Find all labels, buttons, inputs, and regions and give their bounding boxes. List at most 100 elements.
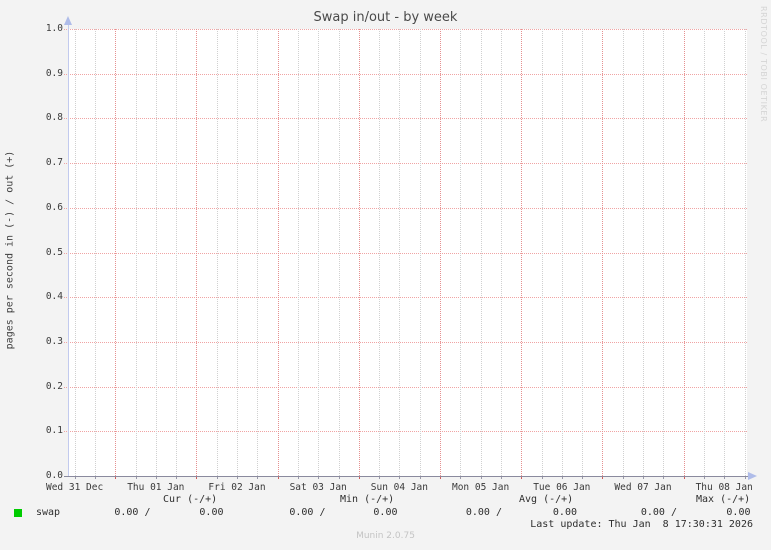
x-gridline-day	[683, 29, 685, 476]
x-gridline-minor	[703, 29, 705, 476]
y-tick-label: 0.3	[45, 335, 63, 347]
y-axis-arrow-icon	[64, 16, 72, 25]
y-gridline	[64, 386, 747, 388]
x-gridline-minor	[541, 29, 543, 476]
y-gridline	[64, 252, 747, 254]
x-gridline-minor	[561, 29, 563, 476]
legend-value-pos: 0.00	[552, 507, 577, 518]
x-tick-mark	[480, 476, 482, 479]
x-tick-mark	[663, 476, 665, 479]
legend-value-neg: 0.00 /	[114, 507, 151, 518]
legend-column-header: Min (-/+)	[340, 494, 395, 505]
legend-column-header: Max (-/+)	[696, 494, 751, 505]
y-gridline	[64, 297, 747, 299]
x-tick-mark	[683, 476, 685, 479]
legend-series-label: swap	[36, 507, 61, 518]
x-tick-mark	[399, 476, 401, 479]
x-gridline-minor	[135, 29, 137, 476]
x-gridline-minor	[237, 29, 238, 476]
x-gridline-minor	[582, 29, 584, 476]
x-gridline-day	[115, 29, 117, 476]
x-tick-mark	[338, 476, 340, 479]
y-axis-label: pages per second in (-) / out (+)	[4, 150, 16, 350]
x-gridline-day	[196, 29, 198, 476]
x-tick-mark	[196, 476, 198, 479]
x-gridline-minor	[724, 29, 726, 476]
y-gridline	[64, 118, 747, 120]
legend-value-pos: 0.00	[199, 507, 224, 518]
legend-value-neg: 0.00 /	[465, 507, 502, 518]
x-tick-mark	[216, 476, 218, 479]
x-gridline-minor	[643, 29, 644, 476]
last-update-text: Last update: Thu Jan 8 17:30:31 2026	[530, 519, 753, 530]
y-tick-label: 0.4	[45, 291, 63, 303]
x-tick-mark	[703, 476, 705, 479]
x-gridline-minor	[297, 29, 299, 476]
y-tick-label: 0.0	[45, 470, 63, 481]
x-tick-label: Thu 08 Jan	[695, 482, 753, 493]
x-gridline-minor	[155, 29, 157, 476]
legend-value-neg: 0.00 /	[640, 507, 677, 518]
x-gridline-minor	[460, 29, 462, 476]
y-tick-label: 0.2	[45, 380, 63, 392]
y-tick-label: 0.1	[45, 425, 63, 437]
x-tick-mark	[379, 476, 381, 479]
y-gridline	[64, 163, 747, 165]
x-tick-mark	[419, 476, 421, 479]
legend-column-header: Cur (-/+)	[163, 494, 218, 505]
x-gridline-day	[521, 29, 523, 476]
x-gridline-day	[277, 29, 279, 476]
x-tick-mark	[277, 476, 279, 479]
x-gridline-minor	[622, 29, 624, 476]
x-tick-mark	[155, 476, 157, 479]
legend-value-pos: 0.00	[373, 507, 398, 518]
y-tick-label: 0.5	[45, 246, 63, 258]
legend-value-neg: 0.00 /	[289, 507, 326, 518]
rrdtool-watermark: RRDTOOL / TOBI OETIKER	[759, 6, 768, 123]
x-gridline-day	[440, 29, 441, 476]
x-gridline-minor	[663, 29, 665, 476]
x-tick-mark	[74, 476, 76, 479]
y-axis-line	[68, 22, 69, 476]
y-gridline	[64, 431, 747, 433]
x-gridline-minor	[480, 29, 482, 476]
x-gridline-minor	[744, 29, 746, 476]
x-gridline-minor	[94, 29, 96, 476]
x-gridline-minor	[318, 29, 320, 476]
x-tick-mark	[541, 476, 543, 479]
y-gridline	[64, 29, 747, 30]
y-gridline	[64, 341, 747, 343]
x-tick-mark	[358, 476, 360, 479]
munin-version-text: Munin 2.0.75	[356, 531, 415, 541]
x-tick-mark	[237, 476, 238, 479]
x-tick-mark	[582, 476, 584, 479]
legend-value-pos: 0.00	[726, 507, 751, 518]
x-tick-mark	[724, 476, 726, 479]
legend-column-header: Avg (-/+)	[519, 494, 574, 505]
x-tick-mark	[440, 476, 441, 479]
x-gridline-minor	[419, 29, 421, 476]
x-tick-mark	[297, 476, 299, 479]
chart-title: Swap in/out - by week	[313, 10, 458, 25]
x-tick-mark	[602, 476, 604, 479]
y-tick-label: 0.6	[45, 201, 63, 213]
x-gridline-minor	[257, 29, 259, 476]
x-axis-arrow-icon	[748, 472, 757, 480]
x-tick-mark	[561, 476, 563, 479]
plot-area	[64, 29, 747, 479]
y-gridline	[64, 73, 747, 75]
x-gridline-minor	[338, 29, 340, 476]
legend-swatch	[14, 509, 22, 517]
x-tick-mark	[643, 476, 644, 479]
x-gridline-minor	[500, 29, 502, 476]
y-tick-label: 0.7	[45, 157, 63, 169]
x-gridline-day	[602, 29, 604, 476]
x-tick-mark	[460, 476, 462, 479]
x-tick-mark	[318, 476, 320, 479]
x-tick-label: Sun 04 Jan	[370, 482, 428, 493]
x-tick-label: Sat 03 Jan	[289, 482, 347, 493]
x-tick-mark	[176, 476, 178, 479]
x-tick-mark	[135, 476, 137, 479]
x-gridline-minor	[379, 29, 381, 476]
